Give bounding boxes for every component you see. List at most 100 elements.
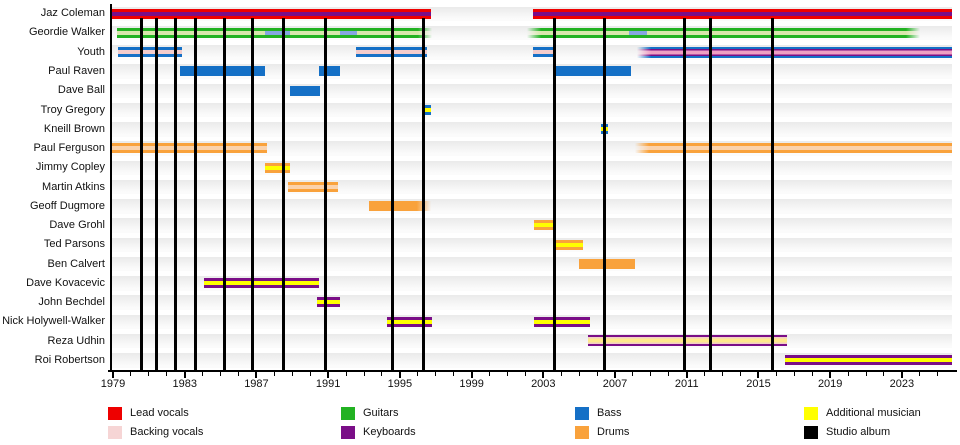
album-color-swatch — [804, 425, 818, 439]
axis-minor-tick — [148, 372, 150, 376]
lead-color-swatch — [108, 407, 122, 420]
axis-minor-tick — [166, 372, 168, 376]
member-label: Geordie Walker — [28, 26, 105, 39]
additional-color-swatch — [804, 407, 818, 420]
axis-minor-tick — [740, 372, 742, 376]
timeline-bar — [532, 47, 555, 58]
album-line — [323, 18, 327, 370]
axis-tick — [900, 372, 903, 378]
axis-minor-tick — [578, 372, 580, 376]
legend-label: Studio album — [826, 425, 891, 438]
timeline-bar — [289, 85, 321, 96]
member-row-band — [110, 353, 952, 368]
timeline-bar — [634, 143, 952, 154]
legend-label: Backing vocals — [130, 425, 204, 438]
timeline-bar — [554, 239, 583, 250]
member-row-band — [110, 256, 952, 272]
axis-minor-tick — [865, 372, 867, 376]
axis-minor-tick — [238, 372, 239, 376]
timeline-bar — [387, 316, 433, 327]
member-label: Dave Kovacevic — [26, 276, 105, 289]
axis-minor-tick — [489, 372, 491, 376]
axis-tick-label: 1979 — [100, 378, 126, 390]
album-line — [281, 18, 285, 370]
axis-minor-tick — [435, 372, 437, 376]
timeline-bar — [588, 335, 788, 347]
timeline-bar — [287, 181, 339, 192]
axis-minor-tick — [130, 372, 132, 376]
axis-minor-tick — [291, 372, 293, 376]
member-row-band — [110, 314, 952, 330]
backing-color-swatch — [108, 425, 122, 439]
axis-tick-label: 2019 — [817, 378, 843, 390]
axis-tick — [398, 372, 401, 378]
legend-label: Drums — [597, 425, 630, 438]
axis-minor-tick — [650, 372, 652, 376]
member-row-band — [110, 102, 952, 118]
bass-stripe-overlay — [265, 30, 291, 35]
legend-label: Guitars — [363, 407, 399, 419]
axis-minor-tick — [722, 372, 724, 376]
axis-tick — [829, 372, 832, 378]
timeline-bar — [319, 66, 340, 77]
album-line — [682, 18, 686, 370]
legend-label: Keyboards — [363, 425, 416, 438]
member-label: Troy Gregory — [40, 103, 105, 116]
axis-minor-tick — [381, 372, 383, 376]
drums-color-swatch — [575, 425, 589, 439]
member-row-band — [110, 237, 952, 253]
timeline-bar — [534, 316, 590, 327]
axis-minor-tick — [560, 372, 562, 376]
legend-label: Additional musician — [826, 407, 921, 419]
axis-minor-tick — [596, 372, 598, 376]
member-label: Jimmy Copley — [35, 161, 105, 174]
axis-tick — [183, 372, 186, 378]
album-line — [222, 18, 226, 370]
album-line — [602, 18, 606, 370]
axis-tick-label: 1991 — [315, 378, 341, 390]
axis-minor-tick — [202, 372, 204, 376]
bass-color-swatch — [575, 407, 589, 420]
member-label: Dave Grohl — [49, 219, 105, 232]
axis-minor-tick — [345, 372, 347, 376]
axis-minor-tick — [704, 372, 706, 376]
member-row-band — [110, 218, 952, 233]
member-label: Geoff Dugmore — [29, 199, 105, 212]
member-label: Martin Atkins — [42, 180, 105, 193]
member-label: Nick Holywell-Walker — [2, 315, 105, 328]
album-line — [421, 18, 425, 370]
axis-minor-tick — [417, 372, 419, 376]
album-line — [708, 18, 712, 370]
member-label: Ted Parsons — [43, 238, 105, 251]
member-row-band — [110, 83, 952, 99]
member-label: Kneill Brown — [43, 122, 105, 135]
member-label: Paul Raven — [48, 64, 105, 77]
axis-tick-label: 1987 — [244, 378, 269, 390]
axis-minor-tick — [524, 372, 526, 376]
axis-tick — [542, 372, 545, 378]
axis-tick-label: 1983 — [172, 378, 197, 390]
member-label: Ben Calvert — [47, 257, 105, 270]
timeline-bar — [636, 46, 952, 58]
axis-tick — [757, 372, 760, 378]
y-axis-line — [110, 4, 112, 370]
album-line — [552, 18, 556, 370]
timeline-bar — [369, 201, 432, 212]
axis-tick — [255, 372, 258, 378]
axis-minor-tick — [847, 372, 849, 376]
timeline-bar — [118, 47, 183, 58]
axis-tick-label: 2003 — [531, 378, 556, 390]
timeline-bar — [111, 143, 268, 154]
axis-tick-label: 2007 — [602, 378, 628, 390]
timeline-bar — [534, 220, 555, 231]
guitars-color-swatch — [341, 407, 355, 420]
member-row-band — [110, 160, 952, 176]
axis-tick-label: 2023 — [889, 378, 915, 390]
member-label: Paul Ferguson — [33, 142, 105, 155]
album-line — [251, 18, 255, 370]
axis-tick-label: 1995 — [387, 378, 413, 390]
member-label: John Bechdel — [38, 296, 105, 309]
axis-tick — [685, 372, 688, 378]
album-line — [193, 18, 197, 370]
